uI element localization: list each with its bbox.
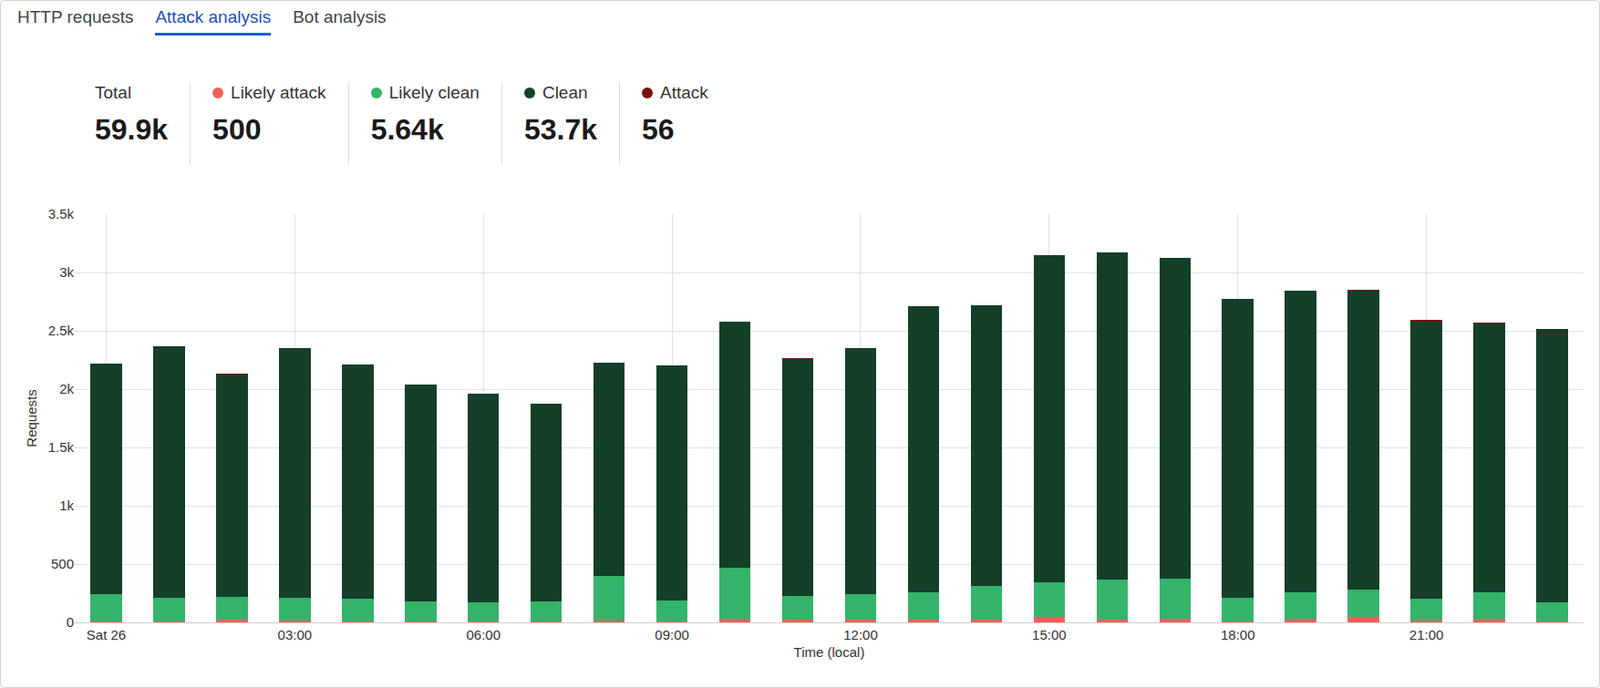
svg-text:21:00: 21:00: [1409, 627, 1445, 643]
svg-text:Time (local): Time (local): [794, 644, 866, 661]
svg-text:09:00: 09:00: [654, 627, 690, 643]
html-text:Bot analysis: Bot analysis: [292, 7, 387, 27]
svg-text:Requests: Requests: [23, 389, 40, 447]
html-text:Likely attack: Likely attack: [230, 82, 327, 103]
svg-text:06:00: 06:00: [465, 627, 501, 643]
svg-text:12:00: 12:00: [843, 627, 878, 643]
html-text:Attack analysis: Attack analysis: [155, 7, 271, 27]
html-text:59.9k: 59.9k: [94, 113, 168, 146]
svg-text:18:00: 18:00: [1220, 627, 1256, 643]
html-text:500: 500: [212, 113, 262, 146]
svg-text:1.5k: 1.5k: [48, 439, 75, 455]
html-text:Likely clean: Likely clean: [388, 82, 480, 103]
svg-text:1k: 1k: [59, 497, 74, 514]
svg-text:Sat 26: Sat 26: [86, 627, 126, 643]
svg-text:3k: 3k: [59, 264, 74, 280]
html-text:Attack: Attack: [660, 82, 709, 103]
html-text:Total: Total: [94, 82, 132, 103]
html-text:Clean: Clean: [542, 82, 588, 103]
html-text:HTTP requests: HTTP requests: [17, 7, 134, 27]
svg-text:15:00: 15:00: [1032, 627, 1067, 643]
svg-text:2.5k: 2.5k: [48, 322, 75, 339]
svg-text:500: 500: [51, 556, 74, 572]
svg-text:03:00: 03:00: [278, 627, 313, 643]
svg-text:0: 0: [66, 614, 74, 630]
svg-text:2k: 2k: [59, 381, 74, 397]
html-text:5.64k: 5.64k: [370, 113, 444, 146]
html-text:53.7k: 53.7k: [524, 113, 598, 146]
html-text:56: 56: [641, 113, 675, 146]
svg-text:3.5k: 3.5k: [48, 206, 75, 222]
